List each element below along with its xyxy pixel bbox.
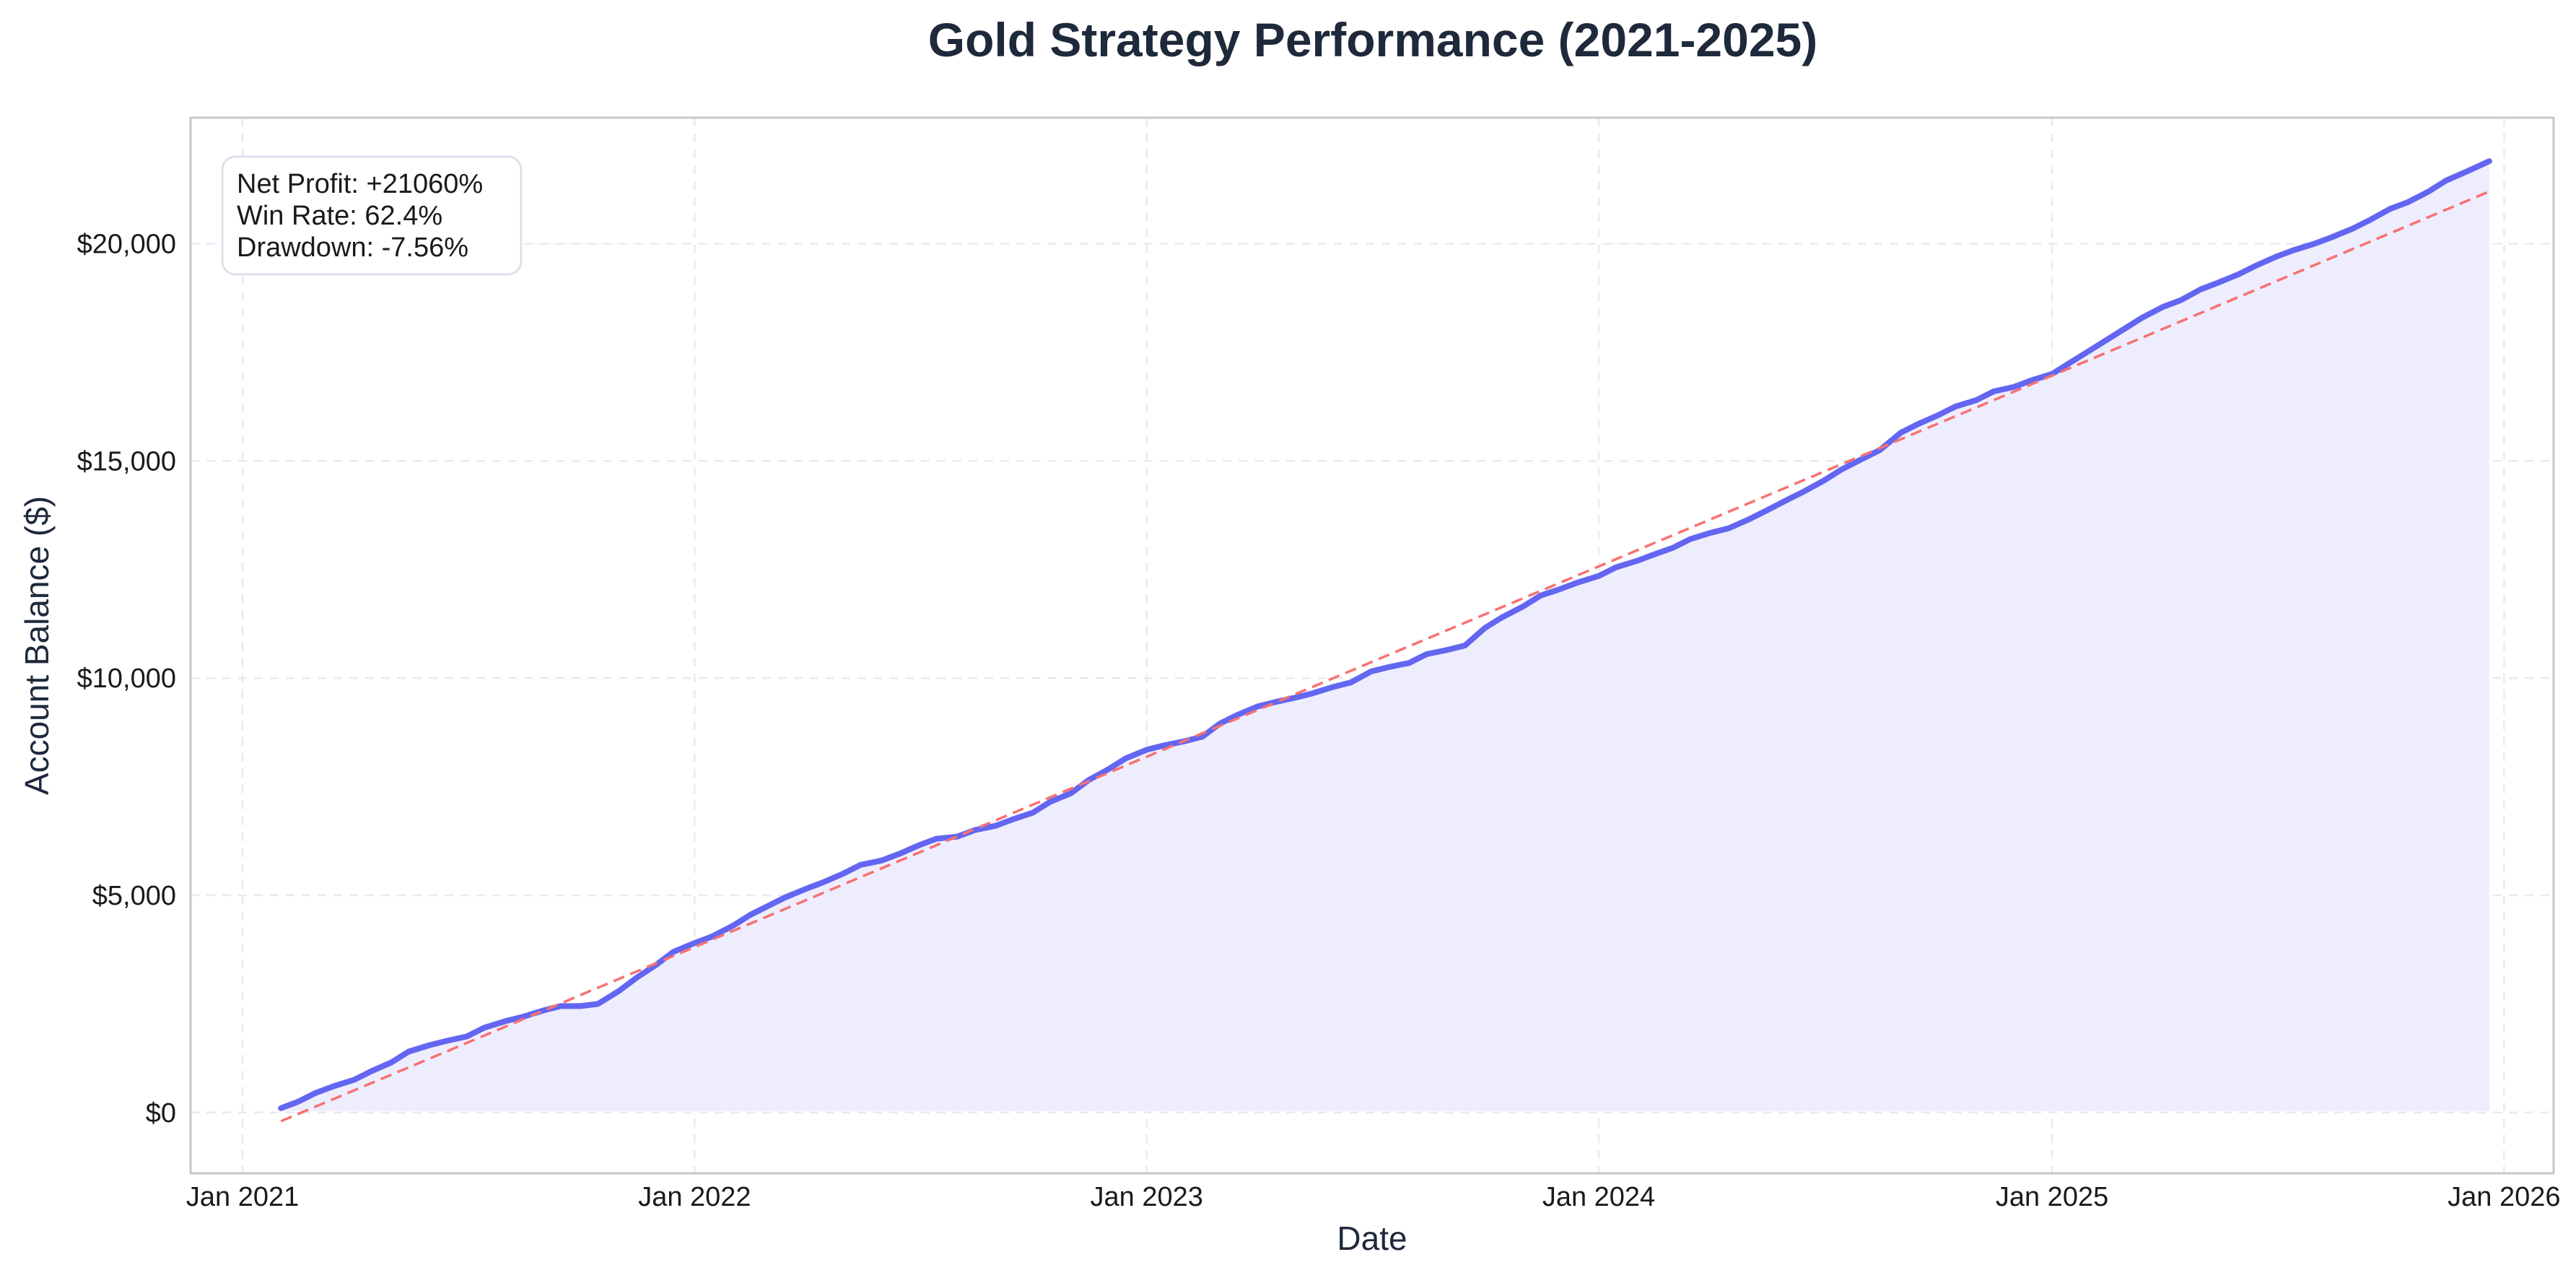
x-tick-label: Jan 2022 xyxy=(638,1182,751,1212)
y-tick-label: $20,000 xyxy=(77,229,176,259)
y-axis-ticks: $0 $5,000 $10,000 $15,000 $20,000 xyxy=(77,229,176,1128)
stat-net-profit: Net Profit: +21060% xyxy=(237,169,483,199)
chart-title: Gold Strategy Performance (2021-2025) xyxy=(928,13,1818,66)
x-tick-label: Jan 2024 xyxy=(1542,1182,1655,1212)
stats-box-frame xyxy=(221,155,523,276)
x-tick-label: Jan 2025 xyxy=(1996,1182,2108,1212)
x-tick-label: Jan 2023 xyxy=(1091,1182,1203,1212)
y-axis-label: Account Balance ($) xyxy=(18,496,56,795)
y-tick-label: $15,000 xyxy=(77,446,176,477)
stats-box: Net Profit: +21060% Win Rate: 62.4% Draw… xyxy=(221,155,523,276)
equity-line xyxy=(278,158,2492,1111)
y-tick-label: $10,000 xyxy=(77,664,176,694)
stat-win-rate: Win Rate: 62.4% xyxy=(237,201,442,231)
trend-line xyxy=(280,190,2490,1123)
plot-border xyxy=(189,116,2555,1175)
x-axis-ticks: Jan 2021 Jan 2022 Jan 2023 Jan 2024 Jan 2025… xyxy=(186,1182,2561,1212)
x-axis-label: Date xyxy=(1337,1220,1407,1257)
stat-drawdown: Drawdown: -7.56% xyxy=(237,232,468,263)
x-tick-label: Jan 2026 xyxy=(2448,1182,2560,1212)
plot-area xyxy=(189,116,2555,1175)
equity-area-fill xyxy=(281,161,2489,1111)
y-tick-label: $5,000 xyxy=(92,881,176,911)
y-tick-label: $0 xyxy=(146,1098,176,1129)
x-tick-label: Jan 2021 xyxy=(186,1182,299,1212)
